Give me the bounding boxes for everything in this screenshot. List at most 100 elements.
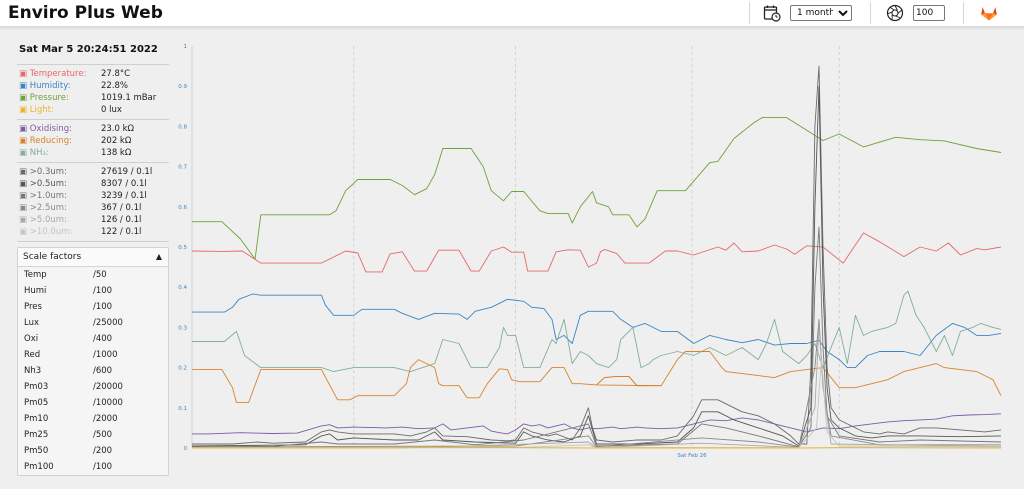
scale-factor-value[interactable]: /600 (93, 366, 113, 376)
scale-factors-title: Scale factors (23, 252, 82, 262)
averaging-input[interactable] (913, 5, 945, 21)
series-line (192, 290, 1002, 373)
reading-value: 3239 / 0.1l (101, 191, 147, 201)
reading-label-text: >1.0um: (29, 191, 67, 201)
gitlab-icon[interactable] (980, 4, 998, 22)
series-line (192, 65, 1002, 445)
reading-label[interactable]: ▣ >5.0um: (19, 214, 67, 226)
legend-square-icon: ▣ (19, 148, 30, 158)
sidebar: Sat Mar 5 20:24:51 2022 ▣ Temperature: 27… (17, 44, 169, 476)
reading-label[interactable]: ▣ >2.5um: (19, 202, 67, 214)
scale-factor-value[interactable]: /100 (93, 286, 113, 296)
series-line (191, 226, 1002, 448)
legend-square-icon: ▣ (19, 81, 30, 91)
reading-row: ▣ Light: 0 lux (17, 104, 169, 116)
legend-square-icon: ▣ (19, 179, 30, 189)
legend-square-icon: ▣ (19, 105, 30, 115)
reading-row: ▣ NH₃: 138 kΩ (17, 147, 169, 159)
series-line (192, 446, 1002, 449)
y-tick-label: 0.9 (178, 84, 187, 90)
scale-factor-value[interactable]: /200 (93, 446, 113, 456)
scale-factors-header[interactable]: Scale factors ▲ (18, 248, 168, 267)
reading-row: ▣ Pressure: 1019.1 mBar (17, 92, 169, 104)
series-line (596, 351, 1002, 396)
reading-label-text: Light: (29, 105, 54, 115)
scale-factor-key: Pm10 (24, 414, 49, 424)
series-line (192, 293, 1002, 369)
legend-square-icon: ▣ (19, 136, 30, 146)
scale-factor-key: Lux (24, 318, 40, 328)
aperture-icon[interactable] (886, 4, 904, 22)
reading-label-text: Reducing: (29, 136, 72, 146)
reading-label-text: >2.5um: (29, 203, 67, 213)
y-tick-label: 0.8 (178, 124, 187, 130)
scale-factor-key: Nh3 (24, 366, 42, 376)
scale-factor-value[interactable]: /400 (93, 334, 113, 344)
y-tick-label: 0 (184, 446, 188, 452)
separator (963, 2, 964, 24)
scale-factor-value[interactable]: /50 (93, 270, 107, 280)
scale-factor-row: Pm05/10000 (18, 395, 168, 411)
legend-square-icon: ▣ (19, 69, 30, 79)
current-datetime: Sat Mar 5 20:24:51 2022 (19, 44, 158, 55)
scale-factor-value[interactable]: /100 (93, 302, 113, 312)
scale-factor-value[interactable]: /10000 (93, 398, 123, 408)
reading-label[interactable]: ▣ Oxidising: (19, 123, 72, 135)
reading-value: 367 / 0.1l (101, 203, 142, 213)
reading-value: 1019.1 mBar (101, 93, 157, 103)
top-bar: Enviro Plus Web 1 month (0, 0, 1024, 27)
series-line (192, 413, 1002, 435)
scale-factor-row: Temp/50 (18, 267, 168, 283)
scale-factor-value[interactable]: /25000 (93, 318, 123, 328)
reading-label-text: Humidity: (29, 81, 71, 91)
scale-factor-row: Pm50/200 (18, 443, 168, 459)
reading-value: 22.8% (101, 81, 129, 91)
legend-square-icon: ▣ (19, 191, 30, 201)
scale-factor-value[interactable]: /500 (93, 430, 113, 440)
series-line (192, 117, 1002, 260)
reading-label[interactable]: ▣ NH₃: (19, 147, 49, 159)
reading-label[interactable]: ▣ >1.0um: (19, 190, 67, 202)
scale-factor-value[interactable]: /20000 (93, 382, 123, 392)
reading-row: ▣ Oxidising: 23.0 kΩ (17, 123, 169, 135)
scale-factor-key: Humi (24, 286, 47, 296)
reading-value: 0 lux (101, 105, 122, 115)
scale-factor-value[interactable]: /1000 (93, 350, 118, 360)
scale-factor-row: Pm03/20000 (18, 379, 168, 395)
scale-factor-row: Lux/25000 (18, 315, 168, 331)
divider (17, 64, 169, 65)
reading-label[interactable]: ▣ >0.3um: (19, 166, 67, 178)
scale-factor-key: Red (24, 350, 41, 360)
series-line (191, 232, 1002, 273)
collapse-caret-icon[interactable]: ▲ (155, 252, 162, 261)
reading-row: ▣ >5.0um: 126 / 0.1l (17, 214, 169, 226)
app-title: Enviro Plus Web (8, 3, 163, 23)
time-range-select[interactable]: 1 month (790, 5, 852, 21)
y-tick-label: 0.1 (178, 406, 187, 412)
series-line (192, 359, 1002, 449)
reading-label[interactable]: ▣ Reducing: (19, 135, 72, 147)
calendar-clock-icon[interactable] (763, 4, 781, 22)
reading-label[interactable]: ▣ Pressure: (19, 92, 69, 104)
reading-label[interactable]: ▣ Humidity: (19, 80, 71, 92)
reading-label-text: NH₃: (29, 148, 49, 158)
reading-value: 27.8°C (101, 69, 131, 79)
reading-label[interactable]: ▣ Temperature: (19, 68, 86, 80)
y-tick-label: 1 (184, 44, 188, 50)
reading-label[interactable]: ▣ >10.0um: (19, 226, 72, 238)
scale-factors-list: Temp/50 Humi/100 Pres/100 Lux/25000 Oxi/400 R… (18, 267, 168, 475)
sensor-chart[interactable]: 0 0.1 0.2 0.3 0.4 0.5 0.6 0.7 0.8 0.9 1 Sat Feb 26 (176, 38, 1008, 468)
legend-square-icon: ▣ (19, 93, 30, 103)
readings: ▣ Temperature: 27.8°C ▣ Humidity: 22.8% ▣ Pr… (17, 68, 169, 242)
reading-label[interactable]: ▣ Light: (19, 104, 54, 116)
divider (17, 241, 169, 242)
reading-label[interactable]: ▣ >0.5um: (19, 178, 67, 190)
reading-label-text: Oxidising: (29, 124, 73, 134)
y-tick-label: 0.7 (178, 165, 187, 171)
scale-factor-value[interactable]: /2000 (93, 414, 118, 424)
reading-row: ▣ >0.3um: 27619 / 0.1l (17, 166, 169, 178)
reading-row: ▣ >2.5um: 367 / 0.1l (17, 202, 169, 214)
reading-value: 122 / 0.1l (101, 227, 142, 237)
reading-value: 23.0 kΩ (101, 124, 135, 134)
scale-factor-value[interactable]: /100 (93, 462, 113, 472)
